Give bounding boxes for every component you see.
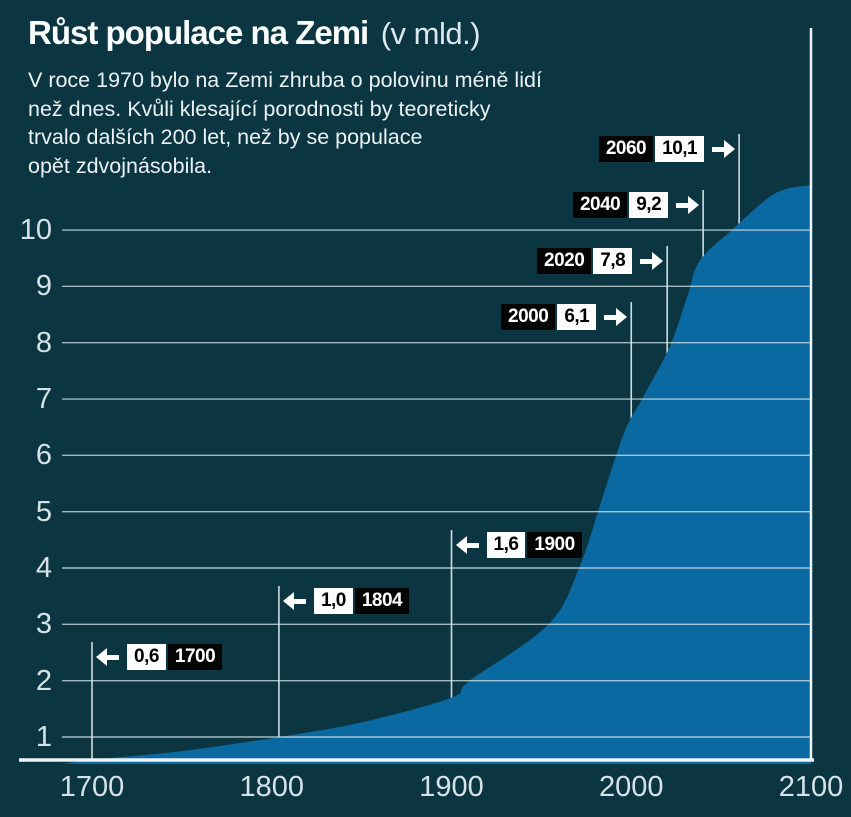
annotation-value-chip: 9,2 <box>629 192 669 218</box>
annotation-value-chip: 7,8 <box>593 248 633 274</box>
arrow-head <box>616 308 628 326</box>
subtitle-line: V roce 1970 bylo na Zemi zhruba o polovi… <box>28 68 542 92</box>
arrow-left-icon <box>455 536 480 554</box>
arrow-right-icon <box>639 252 664 270</box>
chart-subtitle: V roce 1970 bylo na Zemi zhruba o polovi… <box>28 66 628 180</box>
y-tick-label: 2 <box>35 664 52 697</box>
arrow-shaft <box>604 314 618 320</box>
annotation-row: 1,6 1900 <box>455 532 584 558</box>
arrow-shaft <box>465 542 479 548</box>
arrow-head <box>96 648 107 666</box>
y-tick-label: 8 <box>35 326 52 359</box>
annotation-year-chip: 2060 <box>598 136 654 162</box>
subtitle-line: opět zdvojnásobila. <box>28 153 213 178</box>
arrow-shaft <box>106 654 119 660</box>
annotation-row: 2000 6,1 <box>501 304 628 330</box>
x-tick-label: 1800 <box>239 771 304 803</box>
chart-header: Růst populace na Zemi (v mld.) V roce 19… <box>28 14 628 180</box>
y-tick-label: 3 <box>35 608 52 641</box>
annotation-year-chip: 1700 <box>167 644 223 670</box>
x-tick-label: 1700 <box>59 771 125 803</box>
x-tick-label: 2000 <box>598 771 664 803</box>
y-tick-label: 10 <box>19 214 52 247</box>
arrow-head <box>724 140 736 158</box>
y-tick-label: 6 <box>35 439 52 472</box>
title-line: Růst populace na Zemi (v mld.) <box>28 14 628 52</box>
y-tick-label: 4 <box>35 552 52 584</box>
arrow-right-icon <box>603 308 628 326</box>
y-tick-label: 5 <box>35 495 52 528</box>
annotation-row: 1,0 1804 <box>282 588 411 614</box>
population-area <box>62 185 811 764</box>
annotation-row: 2020 7,8 <box>537 248 664 274</box>
arrow-shaft <box>712 146 726 152</box>
arrow-head <box>282 592 294 610</box>
y-tick-label: 1 <box>35 721 52 753</box>
annotation-value-chip: 1,6 <box>486 532 526 558</box>
annotation-row: 2060 10,1 <box>598 136 736 162</box>
annotation-value-chip: 1,0 <box>313 588 353 614</box>
annotation-row: 2040 9,2 <box>572 192 700 218</box>
x-tick-label: 1900 <box>419 771 484 803</box>
subtitle-line: než dnes. Kvůli klesající porodnosti by … <box>28 96 491 121</box>
arrow-shaft <box>676 202 690 208</box>
annotation-value-chip: 6,1 <box>557 304 597 330</box>
annotation-value-chip: 10,1 <box>655 136 705 162</box>
arrow-right-icon <box>675 196 700 214</box>
arrow-left-icon <box>96 648 120 666</box>
annotation-year-chip: 1804 <box>354 588 410 614</box>
annotation-year-chip: 2040 <box>572 192 628 218</box>
y-tick-label: 7 <box>35 383 52 416</box>
subtitle-line: trvalo dalších 200 let, než by se popula… <box>28 125 423 149</box>
arrow-shaft <box>292 598 306 604</box>
annotation-row: 0,6 1700 <box>96 644 224 670</box>
annotation-value-chip: 0,6 <box>127 644 166 670</box>
annotation-year-chip: 2000 <box>501 304 556 330</box>
arrow-left-icon <box>282 592 307 610</box>
x-tick-label: 2100 <box>778 771 844 803</box>
arrow-right-icon <box>711 140 736 158</box>
chart-title: Růst populace na Zemi <box>28 14 369 51</box>
arrow-head <box>688 196 700 214</box>
annotation-year-chip: 2020 <box>537 248 592 274</box>
arrow-shaft <box>640 258 654 264</box>
annotation-year-chip: 1900 <box>527 532 582 558</box>
arrow-head <box>455 536 467 554</box>
chart-title-unit: (v mld.) <box>380 16 481 51</box>
y-tick-label: 9 <box>35 270 52 303</box>
arrow-head <box>652 252 664 270</box>
